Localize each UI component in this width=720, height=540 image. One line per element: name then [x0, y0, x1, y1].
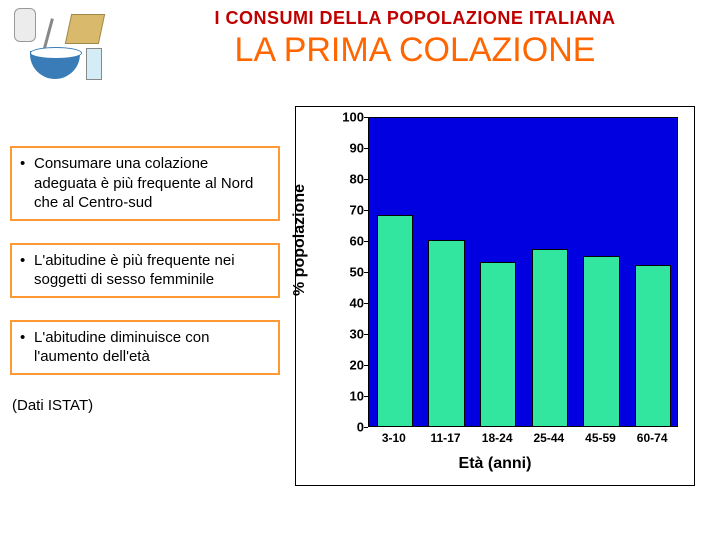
bar [377, 215, 413, 426]
bullet-column: Consumare una colazione adeguata è più f… [10, 106, 280, 486]
plot-region [368, 117, 678, 427]
y-tick-label: 70 [336, 203, 364, 218]
y-tick-label: 60 [336, 234, 364, 249]
bar [428, 240, 464, 426]
x-tick-label: 18-24 [482, 431, 513, 445]
y-axis-label: % popolazione [291, 184, 309, 296]
bullet-box: L'abitudine diminuisce con l'aumento del… [10, 320, 280, 375]
chart-frame: % popolazione Età (anni) 010203040506070… [295, 106, 695, 486]
y-tick-label: 100 [336, 110, 364, 125]
title-area: I CONSUMI DELLA POPOLAZIONE ITALIANA LA … [120, 6, 710, 70]
bullet-item: L'abitudine è più frequente nei soggetti… [16, 251, 270, 290]
y-tick-label: 0 [336, 420, 364, 435]
y-tick-label: 30 [336, 327, 364, 342]
y-tick-label: 50 [336, 265, 364, 280]
bar [583, 256, 619, 427]
x-tick-label: 25-44 [533, 431, 564, 445]
breakfast-icon [10, 6, 110, 96]
x-axis-label: Età (anni) [296, 455, 694, 473]
x-tick-label: 3-10 [382, 431, 406, 445]
y-tick-label: 40 [336, 296, 364, 311]
x-tick-label: 60-74 [637, 431, 668, 445]
slide-subtitle: I CONSUMI DELLA POPOLAZIONE ITALIANA [120, 8, 710, 29]
bullet-item: L'abitudine diminuisce con l'aumento del… [16, 328, 270, 367]
y-tick-label: 80 [336, 172, 364, 187]
slide-title: LA PRIMA COLAZIONE [120, 31, 710, 70]
x-tick-label: 45-59 [585, 431, 616, 445]
chart-area: % popolazione Età (anni) 010203040506070… [295, 106, 710, 486]
content-row: Consumare una colazione adeguata è più f… [0, 106, 720, 486]
bar [532, 249, 568, 426]
y-tick-label: 20 [336, 358, 364, 373]
x-tick-label: 11-17 [430, 431, 460, 445]
bullet-box: L'abitudine è più frequente nei soggetti… [10, 243, 280, 298]
header: I CONSUMI DELLA POPOLAZIONE ITALIANA LA … [0, 0, 720, 96]
y-tick-label: 90 [336, 141, 364, 156]
bullet-box: Consumare una colazione adeguata è più f… [10, 146, 280, 221]
y-tick-label: 10 [336, 389, 364, 404]
bar [635, 265, 671, 426]
bullet-item: Consumare una colazione adeguata è più f… [16, 154, 270, 213]
citation: (Dati ISTAT) [10, 397, 280, 414]
bar [480, 262, 516, 426]
